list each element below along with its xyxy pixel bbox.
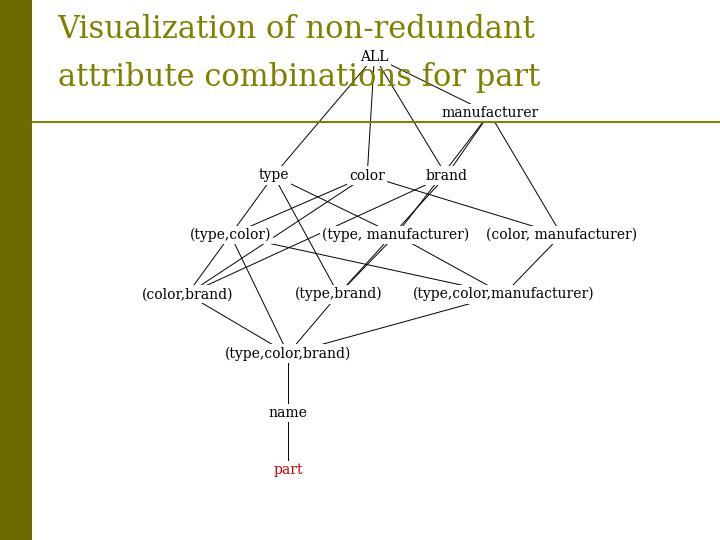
Text: name: name	[269, 406, 307, 420]
Text: part: part	[274, 463, 302, 477]
Text: (type, manufacturer): (type, manufacturer)	[323, 228, 469, 242]
Text: type: type	[258, 168, 289, 183]
Text: (color, manufacturer): (color, manufacturer)	[486, 228, 637, 242]
Text: (type,color,brand): (type,color,brand)	[225, 347, 351, 361]
Text: color: color	[349, 168, 385, 183]
Text: ALL: ALL	[360, 50, 389, 64]
Bar	[0, 0, 32, 540]
Text: (type,color): (type,color)	[189, 228, 271, 242]
Text: attribute combinations for part: attribute combinations for part	[58, 62, 540, 93]
Text: Visualization of non-redundant: Visualization of non-redundant	[58, 14, 536, 44]
Text: (color,brand): (color,brand)	[141, 287, 233, 301]
Text: (type,color,manufacturer): (type,color,manufacturer)	[413, 287, 595, 301]
Text: brand: brand	[426, 168, 467, 183]
Text: manufacturer: manufacturer	[441, 106, 539, 120]
Text: (type,brand): (type,brand)	[294, 287, 382, 301]
